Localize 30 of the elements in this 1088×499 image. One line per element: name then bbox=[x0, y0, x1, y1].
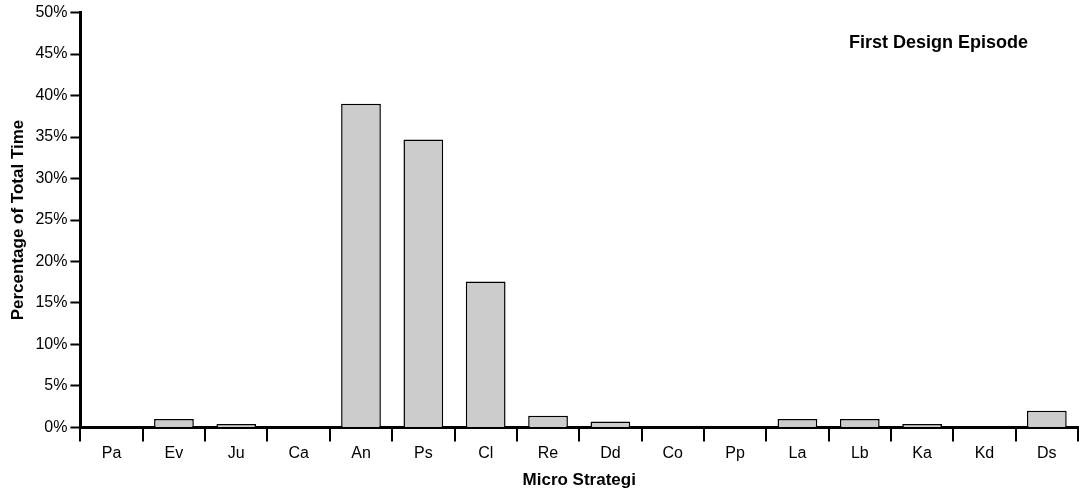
x-tick-label: Pa bbox=[101, 444, 122, 462]
y-tick-label: 25% bbox=[35, 210, 68, 228]
y-tick-label: 0% bbox=[44, 417, 68, 435]
x-axis-title: Micro Strategi bbox=[522, 470, 636, 490]
x-tick-label: Ev bbox=[164, 444, 184, 462]
x-tick-label: Re bbox=[537, 444, 559, 462]
y-axis-title: Percentage of Total Time bbox=[7, 119, 27, 321]
x-tick-label: Ca bbox=[288, 444, 309, 462]
y-tick-label: 30% bbox=[35, 168, 68, 186]
y-tick-label: 10% bbox=[35, 334, 68, 352]
x-tick-label: Cl bbox=[478, 444, 494, 462]
x-tick-label: Ka bbox=[912, 444, 933, 462]
y-tick-label: 20% bbox=[35, 251, 68, 269]
y-tick-label: 50% bbox=[35, 3, 68, 21]
text: First Design Episode bbox=[848, 31, 1028, 52]
y-tick-label: 5% bbox=[44, 376, 68, 394]
x-tick-label: Ps bbox=[414, 444, 433, 462]
y-tick-label: 45% bbox=[35, 44, 68, 62]
x-tick-label: Ds bbox=[1037, 444, 1057, 462]
x-tick-label: Lb bbox=[850, 444, 869, 462]
x-tick-label: Kd bbox=[974, 444, 995, 462]
x-tick-label: Co bbox=[662, 444, 684, 462]
y-tick-label: 40% bbox=[35, 85, 68, 103]
x-tick-label: La bbox=[788, 444, 807, 462]
x-tick-label: Dd bbox=[600, 444, 621, 462]
x-tick-label: An bbox=[351, 444, 371, 462]
y-tick-label: 15% bbox=[35, 293, 68, 311]
x-tick-label: Ju bbox=[227, 444, 245, 462]
y-tick-label: 35% bbox=[35, 127, 68, 145]
x-tick-label: Pp bbox=[725, 444, 745, 462]
